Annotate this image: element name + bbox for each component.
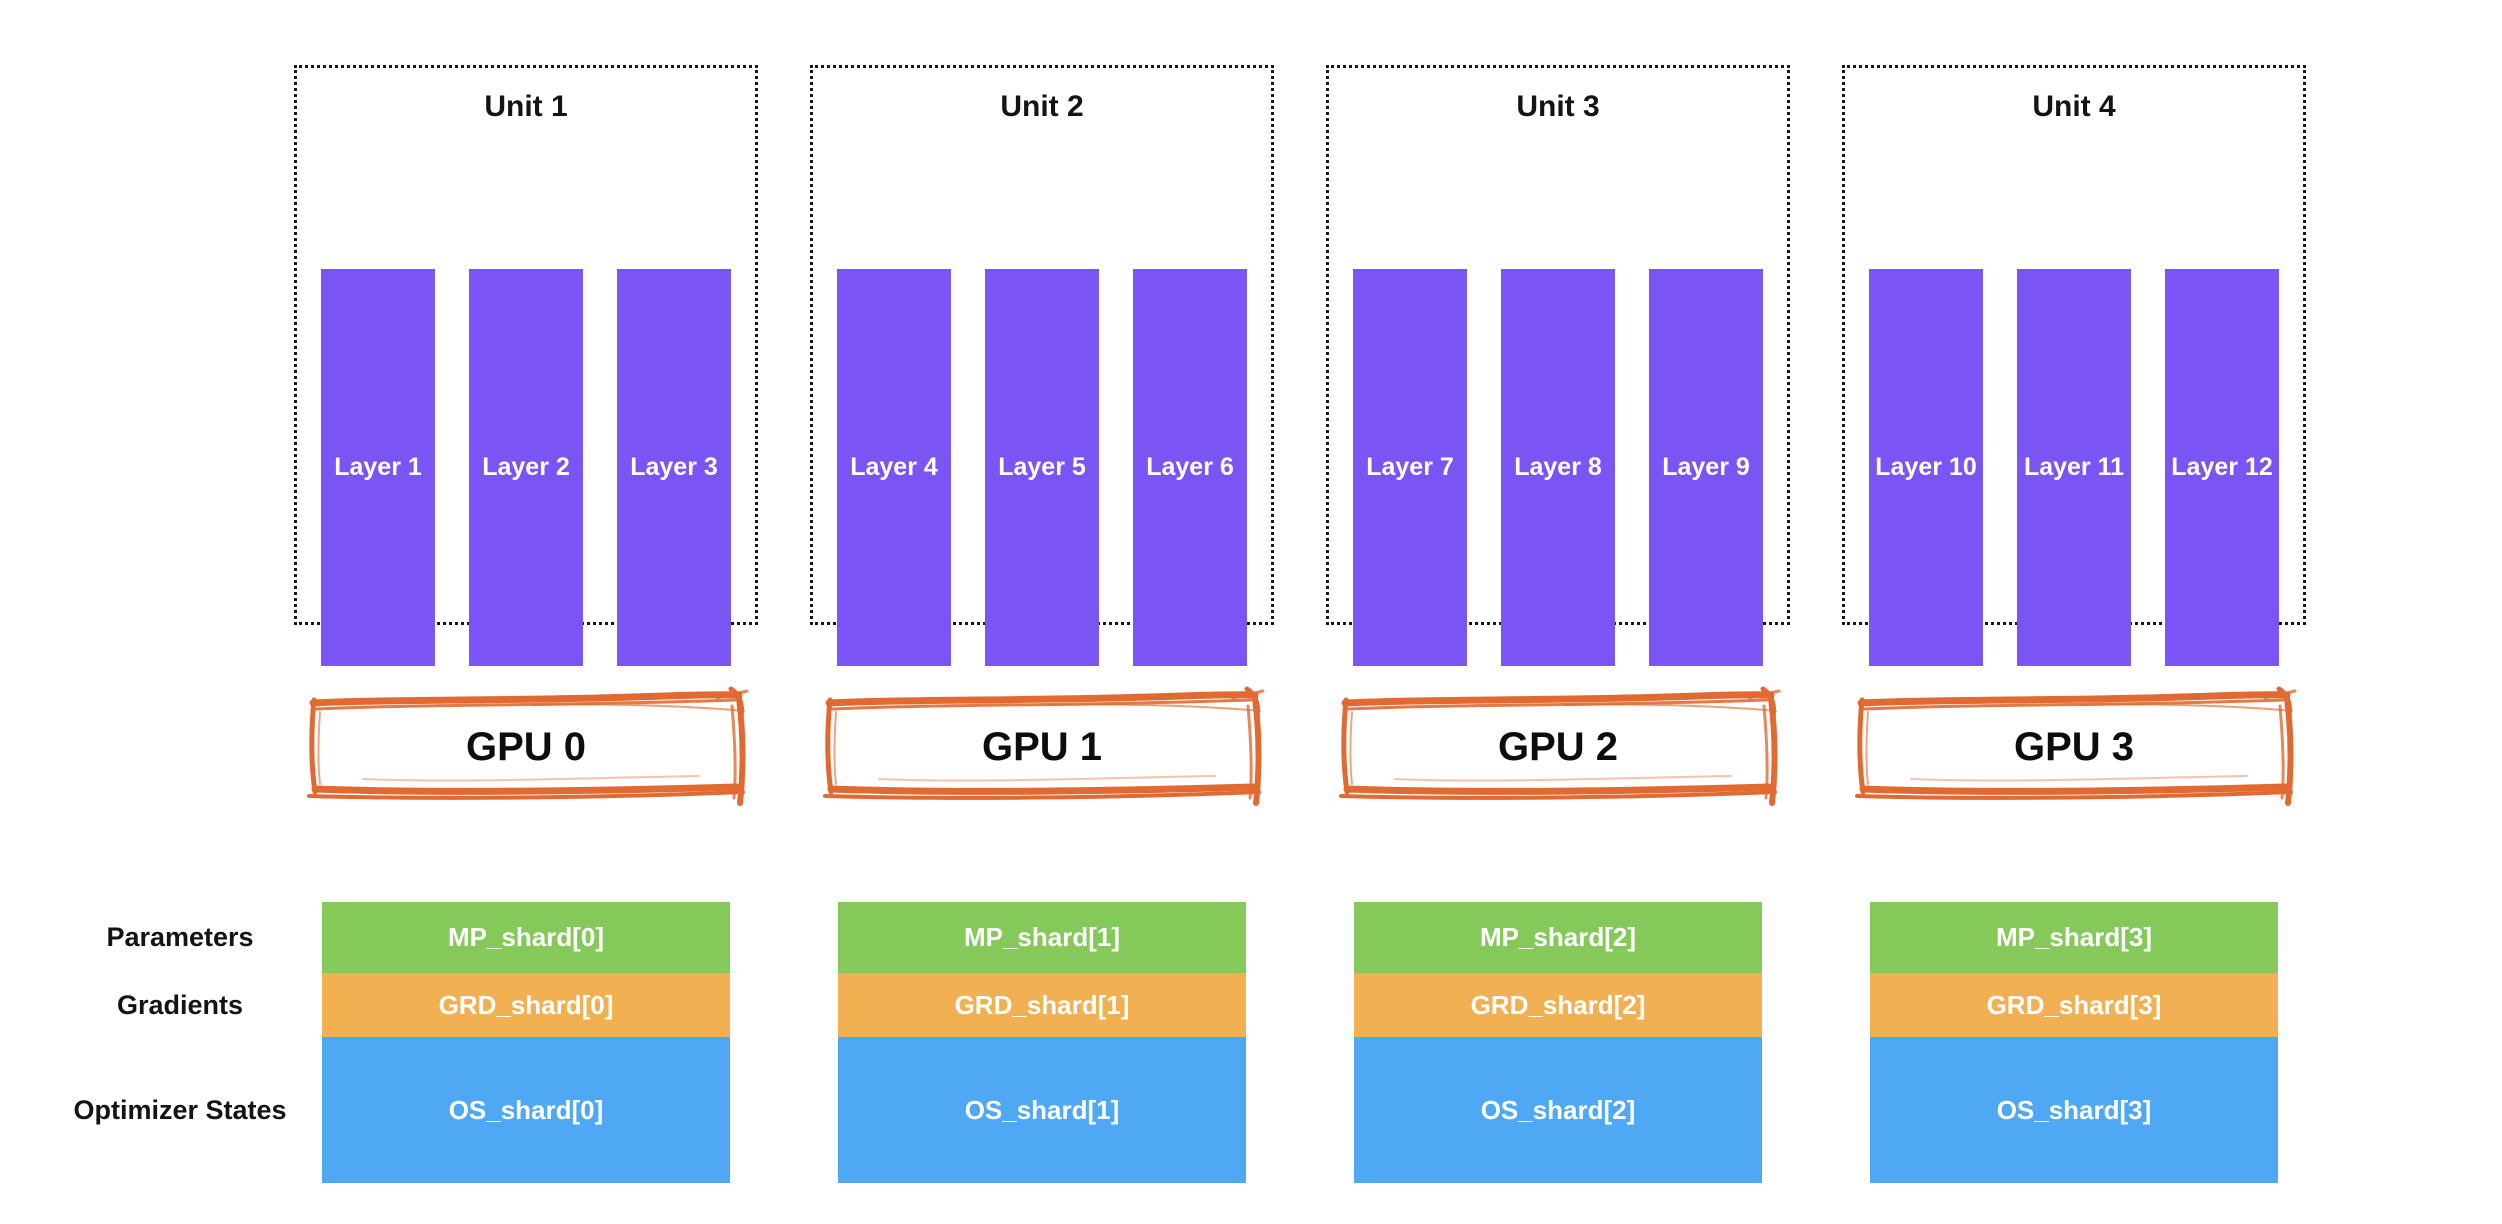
layer-bar: Layer 12 [2165, 269, 2279, 666]
gradients-row-label: Gradients [116, 989, 244, 1020]
layer-label: Layer 3 [630, 453, 718, 481]
layer-label: Layer 4 [850, 453, 938, 481]
unit-title: Unit 1 [484, 90, 568, 123]
layer-bar: Layer 11 [2017, 269, 2131, 666]
layer-bar: Layer 6 [1133, 269, 1247, 666]
gpu-frame: GPU 3 [1851, 686, 2297, 808]
unit-title: Unit 4 [2032, 90, 2116, 123]
layers-row: Layer 4 Layer 5 Layer 6 [813, 269, 1271, 666]
column-gpu1: Unit 2 Layer 4 Layer 5 Layer 6 GPU 1 MP_… [810, 0, 1274, 1224]
column-gpu3: Unit 4 Layer 10 Layer 11 Layer 12 GPU 3 … [1842, 0, 2306, 1224]
memory-row-labels: Parameters Gradients Optimizer States [30, 902, 330, 1183]
layer-label: Layer 5 [998, 453, 1086, 481]
column-gpu2: Unit 3 Layer 7 Layer 8 Layer 9 GPU 2 MP_… [1326, 0, 1790, 1224]
unit-title: Unit 3 [1516, 90, 1600, 123]
layer-bar: Layer 8 [1501, 269, 1615, 666]
gpu-label: GPU 3 [2013, 724, 2135, 769]
layer-label: Layer 9 [1662, 453, 1750, 481]
unit-box: Unit 3 Layer 7 Layer 8 Layer 9 [1326, 65, 1790, 666]
optimizer-states-shard: OS_shard[1] [838, 1037, 1246, 1183]
shard-stack: MP_shard[0] GRD_shard[0] OS_shard[0] [322, 902, 730, 1183]
layer-bar: Layer 1 [321, 269, 435, 666]
gradients-shard: GRD_shard[2] [1354, 973, 1762, 1037]
gpu-label: GPU 0 [465, 724, 587, 769]
gpu-frame: GPU 2 [1335, 686, 1781, 808]
layer-label: Layer 12 [2171, 453, 2273, 481]
parameters-row-label: Parameters [106, 922, 254, 952]
gpu-frame: GPU 1 [819, 686, 1265, 808]
layers-row: Layer 7 Layer 8 Layer 9 [1329, 269, 1787, 666]
layer-label: Layer 2 [482, 453, 570, 481]
layer-label: Layer 7 [1366, 453, 1454, 481]
layer-bar: Layer 2 [469, 269, 583, 666]
layer-label: Layer 6 [1146, 453, 1234, 481]
parameters-shard: MP_shard[3] [1870, 902, 2278, 973]
gpu-label: GPU 2 [1497, 724, 1619, 769]
unit-box: Unit 2 Layer 4 Layer 5 Layer 6 [810, 65, 1274, 666]
layers-row: Layer 1 Layer 2 Layer 3 [297, 269, 755, 666]
gradients-shard: GRD_shard[0] [322, 973, 730, 1037]
layer-bar: Layer 5 [985, 269, 1099, 666]
gpu-label: GPU 1 [981, 724, 1103, 769]
optimizer-states-shard: OS_shard[2] [1354, 1037, 1762, 1183]
optimizer-states-shard: OS_shard[3] [1870, 1037, 2278, 1183]
parameters-shard: MP_shard[2] [1354, 902, 1762, 973]
shard-stack: MP_shard[1] GRD_shard[1] OS_shard[1] [838, 902, 1246, 1183]
optimizer-states-row-label: Optimizer States [73, 1094, 287, 1125]
gpu-frame: GPU 0 [303, 686, 749, 808]
layers-row: Layer 10 Layer 11 Layer 12 [1845, 269, 2303, 666]
layer-label: Layer 11 [2023, 453, 2125, 481]
gradients-shard: GRD_shard[3] [1870, 973, 2278, 1037]
gradients-shard: GRD_shard[1] [838, 973, 1246, 1037]
layer-bar: Layer 10 [1869, 269, 1983, 666]
shard-stack: MP_shard[3] GRD_shard[3] OS_shard[3] [1870, 902, 2278, 1183]
layer-bar: Layer 9 [1649, 269, 1763, 666]
layer-label: Layer 8 [1514, 453, 1602, 481]
parameters-shard: MP_shard[0] [322, 902, 730, 973]
unit-title: Unit 2 [1000, 90, 1084, 123]
layer-bar: Layer 3 [617, 269, 731, 666]
unit-box: Unit 1 Layer 1 Layer 2 Layer 3 [294, 65, 758, 666]
layer-label: Layer 1 [334, 453, 422, 481]
column-gpu0: Unit 1 Layer 1 Layer 2 Layer 3 GPU 0 MP_… [294, 0, 758, 1224]
layer-bar: Layer 7 [1353, 269, 1467, 666]
parameters-shard: MP_shard[1] [838, 902, 1246, 973]
shard-stack: MP_shard[2] GRD_shard[2] OS_shard[2] [1354, 902, 1762, 1183]
optimizer-states-shard: OS_shard[0] [322, 1037, 730, 1183]
layer-bar: Layer 4 [837, 269, 951, 666]
layer-label: Layer 10 [1875, 453, 1977, 481]
unit-box: Unit 4 Layer 10 Layer 11 Layer 12 [1842, 65, 2306, 666]
